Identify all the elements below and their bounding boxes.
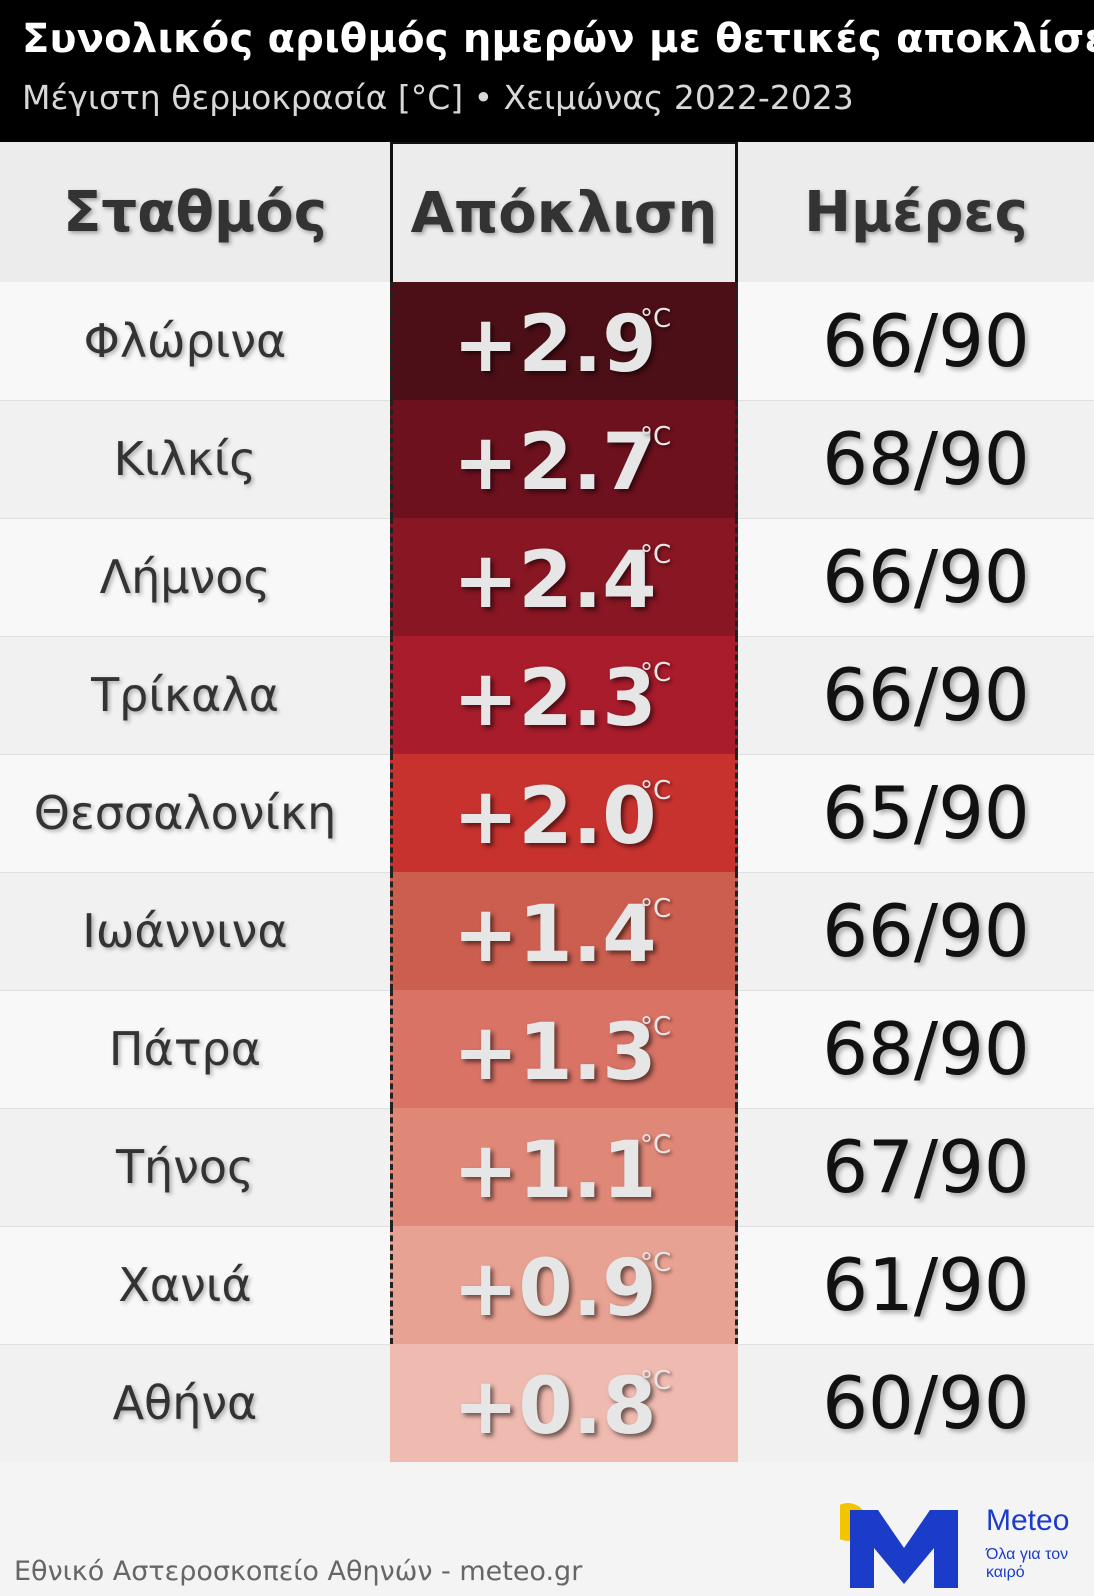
anomaly-cell: +2.9 °C <box>390 282 738 400</box>
row-divider <box>0 990 390 991</box>
header: Συνολικός αριθμός ημερών με θετικές αποκ… <box>0 0 1094 142</box>
row-divider <box>738 400 1094 401</box>
source-credit: Εθνικό Αστεροσκοπείο Αθηνών - meteo.gr <box>14 1556 583 1587</box>
row-divider <box>738 1344 1094 1345</box>
anomaly-cell: +1.3 °C <box>390 990 738 1108</box>
anomaly-unit: °C <box>640 540 672 570</box>
chart-subtitle: Μέγιστη θερμοκρασία [°C] • Χειμώνας 2022… <box>22 78 854 117</box>
station-name: Φλώρινα <box>83 314 287 368</box>
anomaly-cell: +1.4 °C <box>390 872 738 990</box>
meteo-logo-icon <box>829 1503 958 1588</box>
station-name: Τρίκαλα <box>91 668 279 722</box>
station-name: Κιλκίς <box>113 432 257 486</box>
station-name: Θεσσαλονίκη <box>33 786 337 840</box>
anomaly-cell: +2.4 °C <box>390 518 738 636</box>
table-row: Ιωάννινα +1.4 °C 66/90 <box>0 872 1094 990</box>
column-header-days: Ημέρες <box>738 142 1094 282</box>
anomaly-unit: °C <box>640 1248 672 1278</box>
row-divider <box>738 872 1094 873</box>
anomaly-unit: °C <box>640 304 672 334</box>
row-divider <box>0 872 390 873</box>
anomaly-value: +2.0 <box>453 772 657 862</box>
table-row: Τήνος +1.1 °C 67/90 <box>0 1108 1094 1226</box>
row-divider <box>0 1108 390 1109</box>
row-divider <box>738 518 1094 519</box>
days-value: 66/90 <box>822 299 1030 383</box>
table-row: Κιλκίς +2.7 °C 68/90 <box>0 400 1094 518</box>
anomaly-unit: °C <box>640 658 672 688</box>
table-row: Πάτρα +1.3 °C 68/90 <box>0 990 1094 1108</box>
logo-name: Meteo <box>986 1504 1070 1537</box>
anomaly-value: +2.4 <box>453 536 657 626</box>
anomaly-cell: +0.9 °C <box>390 1226 738 1344</box>
anomaly-cell: +2.7 °C <box>390 400 738 518</box>
days-value: 66/90 <box>822 535 1030 619</box>
anomaly-cell: +0.8 °C <box>390 1344 738 1462</box>
row-divider <box>738 990 1094 991</box>
row-divider <box>0 754 390 755</box>
anomaly-cell: +1.1 °C <box>390 1108 738 1226</box>
row-divider <box>738 1226 1094 1227</box>
anomaly-unit: °C <box>640 422 672 452</box>
chart-title: Συνολικός αριθμός ημερών με θετικές αποκ… <box>22 16 1094 62</box>
days-value: 68/90 <box>822 1007 1030 1091</box>
station-name: Αθήνα <box>112 1376 258 1430</box>
logo-m-icon <box>850 1510 958 1588</box>
row-divider <box>738 754 1094 755</box>
row-divider <box>0 636 390 637</box>
days-value: 66/90 <box>822 889 1030 973</box>
days-value: 67/90 <box>822 1125 1030 1209</box>
days-value: 66/90 <box>822 653 1030 737</box>
anomaly-cell: +2.3 °C <box>390 636 738 754</box>
table-row: Τρίκαλα +2.3 °C 66/90 <box>0 636 1094 754</box>
column-header-anomaly: Απόκλιση <box>390 142 738 282</box>
table-row: Φλώρινα +2.9 °C 66/90 <box>0 282 1094 400</box>
anomaly-value: +0.9 <box>453 1244 657 1334</box>
row-divider <box>0 1226 390 1227</box>
column-header-station: Σταθμός <box>0 142 390 282</box>
anomaly-value: +2.7 <box>453 418 657 508</box>
meteo-logo: Meteo Όλα για τον καιρό <box>829 1496 1080 1591</box>
anomaly-cell: +2.0 °C <box>390 754 738 872</box>
anomaly-value: +2.3 <box>453 654 657 744</box>
anomaly-value: +0.8 <box>453 1362 657 1452</box>
anomaly-value: +2.9 <box>453 300 657 390</box>
anomaly-unit: °C <box>640 776 672 806</box>
anomaly-value: +1.4 <box>453 890 657 980</box>
anomaly-unit: °C <box>640 1012 672 1042</box>
days-value: 65/90 <box>822 771 1030 855</box>
station-name: Λήμνος <box>99 550 271 604</box>
anomaly-unit: °C <box>640 894 672 924</box>
row-divider <box>738 1108 1094 1109</box>
station-name: Πάτρα <box>108 1022 262 1076</box>
anomaly-unit: °C <box>640 1130 672 1160</box>
anomaly-value: +1.3 <box>453 1008 657 1098</box>
table-row: Χανιά +0.9 °C 61/90 <box>0 1226 1094 1344</box>
anomaly-value: +1.1 <box>453 1126 657 1216</box>
days-value: 60/90 <box>822 1361 1030 1445</box>
row-divider <box>0 400 390 401</box>
anomaly-unit: °C <box>640 1366 672 1396</box>
row-divider <box>0 1344 390 1345</box>
row-divider <box>0 518 390 519</box>
station-name: Χανιά <box>118 1258 252 1312</box>
table-row: Θεσσαλονίκη +2.0 °C 65/90 <box>0 754 1094 872</box>
station-name: Ιωάννινα <box>82 904 288 958</box>
station-name: Τήνος <box>115 1140 255 1194</box>
days-value: 68/90 <box>822 417 1030 501</box>
logo-tagline: Όλα για τον καιρό <box>986 1546 1069 1581</box>
table-row: Αθήνα +0.8 °C 60/90 <box>0 1344 1094 1462</box>
row-divider <box>738 636 1094 637</box>
table-row: Λήμνος +2.4 °C 66/90 <box>0 518 1094 636</box>
days-value: 61/90 <box>822 1243 1030 1327</box>
